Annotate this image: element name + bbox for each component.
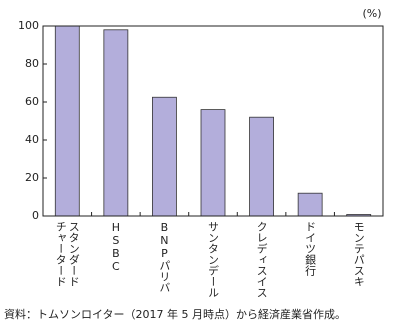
bar [297, 192, 323, 217]
y-tick-label: 20 [25, 171, 39, 184]
x-tick-label: ドイツ銀行 [303, 221, 317, 276]
x-tick-label: クレディスイス [255, 221, 269, 298]
bar [200, 109, 226, 217]
y-axis-unit: (%) [362, 7, 381, 20]
y-tick-label: 60 [25, 95, 39, 108]
x-tick-label: スタンダード チャータード [54, 221, 81, 287]
bar [249, 116, 274, 217]
bar [152, 96, 177, 217]
y-tick-label: 0 [32, 209, 39, 222]
x-tick-label: モンテパスキ [352, 221, 366, 287]
y-tick-label: 100 [18, 19, 39, 32]
source-note: 資料：トムソンロイター（2017 年 5 月時点）から経済産業省作成。 [4, 308, 347, 321]
x-tick-label: サンタンデール [206, 221, 220, 298]
plot-frame [42, 25, 384, 217]
bar [103, 29, 129, 217]
y-tick-label: 80 [25, 57, 39, 70]
bar [54, 25, 80, 217]
y-tick-label: 40 [25, 133, 39, 146]
x-tick-label: BNPパリバ [157, 221, 171, 293]
x-tick-label: HSBC [109, 221, 123, 273]
